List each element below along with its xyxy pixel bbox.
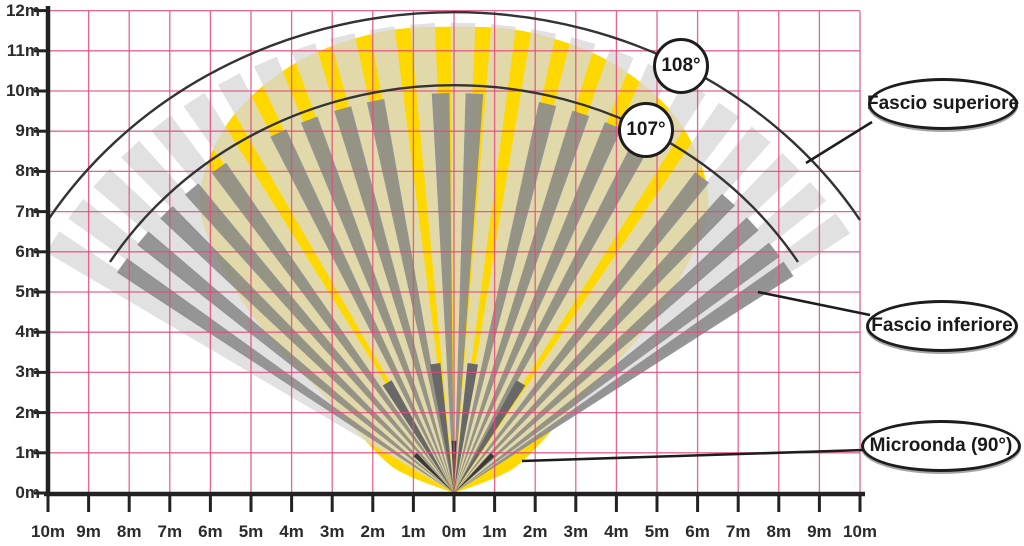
x-axis-label: 4m <box>279 522 304 541</box>
upper-beam <box>151 115 454 494</box>
upper-beam <box>454 102 740 493</box>
upper-beam <box>254 56 454 493</box>
x-axis-label: 9m <box>807 522 832 541</box>
inner-coverage-arc <box>109 84 799 263</box>
y-axis-label: 3m <box>15 362 40 382</box>
short-lower-beam <box>454 380 526 493</box>
callout-leader-line <box>521 448 865 463</box>
short-lower-beam <box>430 363 454 493</box>
lower-beam <box>366 99 454 493</box>
upper-beam <box>121 140 454 493</box>
x-axis-label: 5m <box>644 522 670 541</box>
short-lower-beam <box>382 380 454 493</box>
lower-beam <box>454 193 735 493</box>
x-axis-label: 7m <box>725 522 751 541</box>
x-axis-label: 10m <box>30 522 66 541</box>
lower-beam <box>160 206 454 493</box>
short-lower-beam <box>454 363 478 493</box>
y-axis-label: 0m <box>15 483 40 502</box>
x-axis-label: 7m <box>157 522 183 541</box>
lower-beam <box>185 183 454 494</box>
upper-beam <box>93 168 455 493</box>
upper-beam-angle-label: 108° <box>661 55 701 76</box>
y-axis-label: 5m <box>15 282 40 301</box>
lower-beam <box>334 106 454 493</box>
y-axis-label: 12m <box>5 0 40 20</box>
x-axis-label: 0m <box>441 522 467 541</box>
creep-beam <box>454 452 495 493</box>
y-axis-label: 8m <box>15 161 40 181</box>
upper-beam <box>410 23 454 493</box>
lower-beam <box>137 231 454 493</box>
callout-microonda: Microonda (90°) <box>861 420 1021 472</box>
lower-beam <box>454 122 622 493</box>
x-axis-label: 6m <box>685 522 710 541</box>
callout-leader-line <box>805 120 873 165</box>
lower-beam-angle-label: 107° <box>626 119 666 140</box>
lower-beam <box>270 129 454 493</box>
lower-beam <box>454 217 759 493</box>
callout-fascio-inferiore: Fascio inferiore <box>866 300 1018 352</box>
x-axis-label: 8m <box>766 522 792 541</box>
x-axis-label: 8m <box>116 522 142 541</box>
y-axis-label: 1m <box>15 442 40 462</box>
x-axis-label: 9m <box>76 522 101 541</box>
x-axis-label: 2m <box>360 522 386 541</box>
x-axis-label: 2m <box>522 522 548 541</box>
upper-beam <box>68 198 454 493</box>
x-axis-label: 1m <box>401 522 426 541</box>
upper-beam <box>454 153 800 493</box>
x-axis-label: 1m <box>482 522 507 541</box>
lower-beam-angle-badge: 107° <box>618 102 674 158</box>
creep-beam <box>413 452 454 493</box>
axes <box>34 6 865 512</box>
x-axis-label: 3m <box>563 522 589 541</box>
lower-beam <box>301 116 454 493</box>
beam-layer <box>48 22 851 494</box>
lower-beam <box>454 93 484 493</box>
lower-beam <box>454 261 794 493</box>
callout-fascio-superiore: Fascio superiore <box>866 78 1020 130</box>
x-axis-label: 3m <box>319 522 345 541</box>
upper-beam <box>454 126 771 494</box>
lower-beam <box>454 135 652 494</box>
coverage-arcs <box>47 11 861 263</box>
upper-beam <box>454 182 827 493</box>
y-axis-label: 7m <box>15 201 40 221</box>
upper-beam-angle-badge: 108° <box>653 38 709 94</box>
x-axis-label: 6m <box>198 522 223 541</box>
x-axis-label: 4m <box>604 522 629 541</box>
upper-beam <box>454 213 851 493</box>
upper-beam <box>454 48 634 494</box>
y-axis-label: 4m <box>15 322 40 342</box>
outer-coverage-arc <box>47 11 861 221</box>
y-axis-label: 10m <box>5 81 40 100</box>
callout-leader-line <box>757 290 871 317</box>
lower-beam <box>431 93 454 493</box>
grid <box>47 9 861 494</box>
y-axis-label: 11m <box>6 40 40 60</box>
callout-fascio-superiore-label: Fascio superiore <box>866 93 1020 114</box>
callout-microonda-label: Microonda (90°) <box>869 435 1013 456</box>
callout-fascio-inferiore-label: Fascio inferiore <box>871 315 1013 336</box>
y-axis-label: 9m <box>15 121 40 141</box>
x-axis-label: 5m <box>238 522 264 541</box>
x-axis-label: 10m <box>842 522 878 541</box>
lower-beam <box>116 258 455 493</box>
lower-beam <box>454 102 557 493</box>
callout-leaders <box>521 120 873 463</box>
y-axis-label: 2m <box>15 402 40 422</box>
lower-beam <box>454 110 590 493</box>
y-axis-label: 6m <box>15 241 40 261</box>
